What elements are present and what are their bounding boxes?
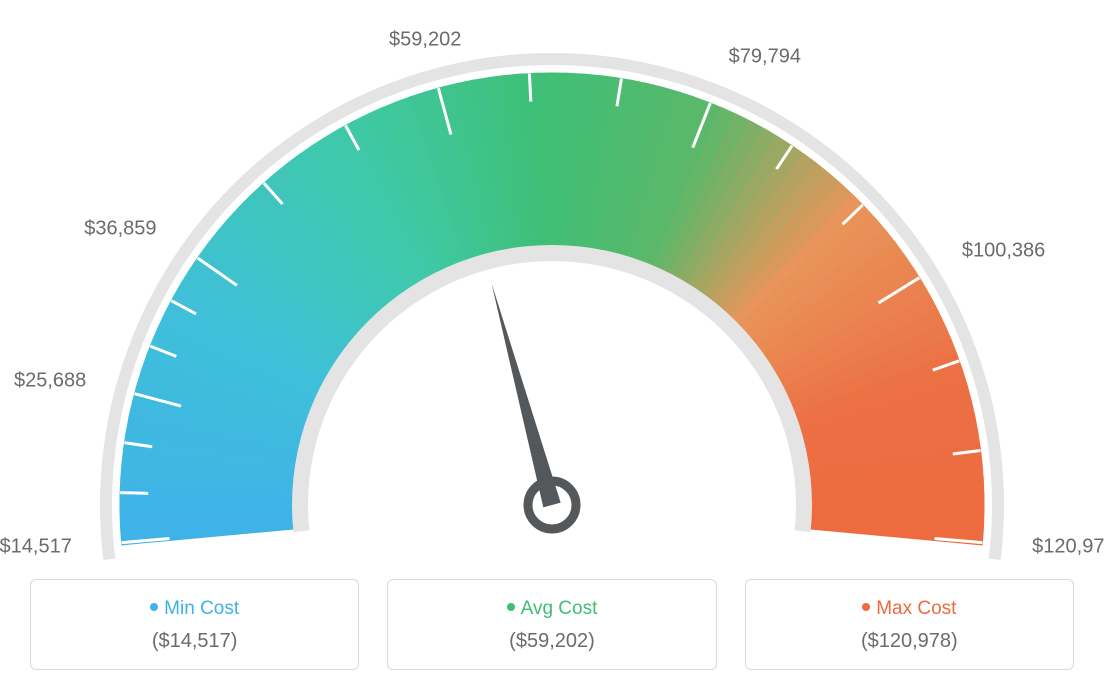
dot-icon [150,603,158,611]
legend-title-text: Max Cost [876,598,956,619]
legend-row: Min Cost ($14,517) Avg Cost ($59,202) Ma… [0,579,1104,670]
legend-title-max: Max Cost [756,598,1063,620]
gauge-tick-label: $100,386 [962,240,1045,263]
gauge-tick-label: $59,202 [389,28,461,51]
gauge-tick-label: $14,517 [0,536,72,559]
legend-title-min: Min Cost [41,598,348,620]
gauge-tick-label: $79,794 [729,45,801,68]
minor-tick [529,74,530,102]
legend-title-text: Min Cost [164,598,239,619]
dot-icon [507,603,515,611]
minor-tick [120,493,148,494]
legend-box-max: Max Cost ($120,978) [745,579,1074,670]
legend-title-avg: Avg Cost [398,598,705,620]
gauge-tick-label: $120,978 [1032,536,1104,559]
gauge-svg [0,0,1104,560]
legend-box-min: Min Cost ($14,517) [30,579,359,670]
legend-box-avg: Avg Cost ($59,202) [387,579,716,670]
legend-value-avg: ($59,202) [398,630,705,653]
legend-value-min: ($14,517) [41,630,348,653]
gauge-chart-container: $14,517 $25,688 $36,859 $59,202 $79,794 $100,… [0,0,1104,690]
gauge-needle [491,283,560,507]
dot-icon [862,603,870,611]
gauge-tick-label: $36,859 [84,218,156,241]
legend-title-text: Avg Cost [521,598,598,619]
gauge-tick-label: $25,688 [14,369,86,392]
legend-value-max: ($120,978) [756,630,1063,653]
gauge-area: $14,517 $25,688 $36,859 $59,202 $79,794 $100,… [0,0,1104,560]
